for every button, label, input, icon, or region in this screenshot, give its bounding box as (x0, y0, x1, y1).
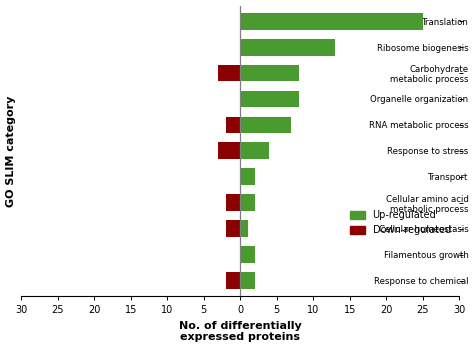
Y-axis label: GO SLIM category: GO SLIM category (6, 95, 16, 207)
Bar (219, 142, 240, 159)
Bar (240, 220, 247, 237)
Bar (226, 195, 240, 211)
Bar (240, 142, 270, 159)
Bar (226, 117, 240, 133)
Bar (240, 117, 292, 133)
Bar (240, 272, 255, 289)
Legend: Up-regulated, Down-regulated: Up-regulated, Down-regulated (346, 206, 455, 239)
Bar (240, 195, 255, 211)
Bar (240, 246, 255, 263)
X-axis label: No. of differentially
expressed proteins: No. of differentially expressed proteins (179, 321, 301, 342)
Bar (240, 168, 255, 185)
Bar (240, 39, 335, 56)
Bar (240, 65, 299, 81)
Bar (240, 13, 423, 30)
Bar (240, 90, 299, 108)
Bar (219, 65, 240, 81)
Bar (226, 272, 240, 289)
Bar (226, 220, 240, 237)
